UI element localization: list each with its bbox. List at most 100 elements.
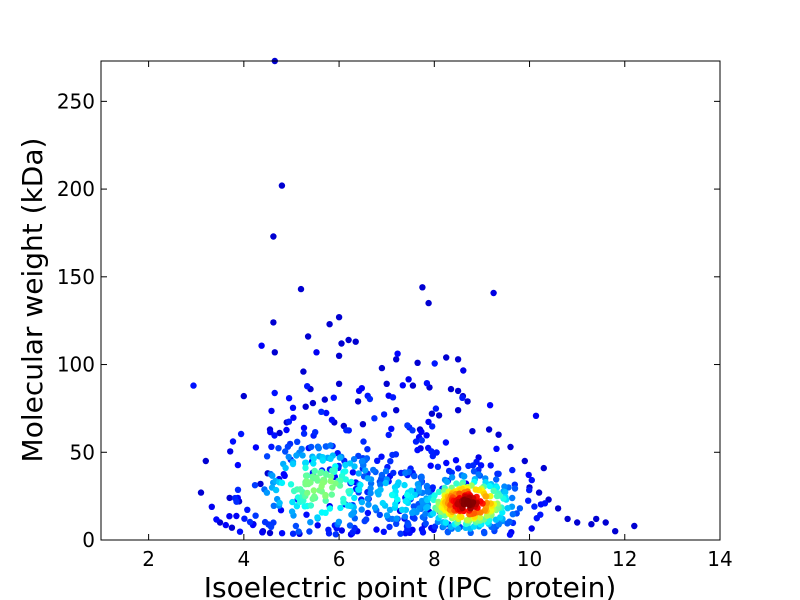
data-point <box>422 520 429 527</box>
data-point <box>270 233 277 240</box>
data-point <box>337 504 344 512</box>
data-point <box>459 394 466 401</box>
data-point <box>443 478 451 485</box>
data-point <box>472 486 479 493</box>
data-point <box>389 451 396 459</box>
data-point <box>383 380 390 387</box>
data-point <box>497 514 504 521</box>
data-point <box>240 392 247 400</box>
data-point <box>342 461 349 469</box>
data-point <box>411 472 418 480</box>
data-point <box>486 482 493 490</box>
data-point <box>408 487 415 494</box>
data-point <box>486 402 494 409</box>
data-point <box>354 398 362 405</box>
data-point <box>335 314 343 321</box>
data-point <box>401 513 409 520</box>
data-point <box>427 462 434 469</box>
data-point <box>379 499 386 507</box>
data-point <box>295 528 302 535</box>
data-point <box>409 427 416 434</box>
data-point <box>228 524 236 531</box>
data-point <box>554 505 562 512</box>
data-point <box>378 364 386 372</box>
data-point <box>327 477 334 485</box>
x-axis-title: Isoelectric point (IPC_protein) <box>204 571 617 600</box>
data-point <box>335 518 343 525</box>
data-point <box>234 461 242 469</box>
data-point <box>344 502 352 509</box>
data-point <box>431 360 438 367</box>
data-point <box>376 511 383 519</box>
data-point <box>390 469 397 477</box>
data-point <box>431 523 439 530</box>
data-point <box>311 493 318 500</box>
data-point <box>487 462 494 469</box>
data-point <box>501 483 508 490</box>
data-point <box>397 530 404 537</box>
data-point <box>425 418 432 426</box>
y-tick-label: 200 <box>57 177 95 201</box>
data-point <box>429 452 436 460</box>
y-tick-label: 100 <box>57 353 95 377</box>
data-point <box>418 428 425 435</box>
data-point <box>374 457 381 464</box>
data-point <box>490 487 497 494</box>
data-point <box>535 489 543 496</box>
data-point <box>338 527 345 534</box>
data-point <box>435 412 443 419</box>
data-point <box>423 380 431 387</box>
data-point <box>531 503 538 510</box>
data-point <box>454 387 462 395</box>
data-point <box>190 382 197 389</box>
data-point <box>364 495 372 502</box>
data-point <box>443 459 450 467</box>
data-point <box>208 503 215 510</box>
data-point <box>359 421 367 428</box>
data-point <box>380 411 388 418</box>
data-point <box>289 530 297 537</box>
data-point <box>285 453 292 461</box>
data-point <box>485 426 493 433</box>
data-point <box>448 474 456 481</box>
data-point <box>285 418 293 425</box>
data-point <box>307 502 315 509</box>
data-point <box>402 469 409 477</box>
plot-frame <box>100 60 721 541</box>
data-point <box>365 501 372 508</box>
data-point <box>351 463 358 470</box>
data-point <box>370 466 377 474</box>
data-point <box>332 480 339 487</box>
data-point <box>403 491 411 499</box>
data-point <box>319 457 326 464</box>
data-point <box>268 407 275 415</box>
data-point <box>364 509 372 517</box>
data-point <box>493 476 500 483</box>
data-point <box>300 368 307 375</box>
data-point <box>271 432 278 439</box>
data-point <box>502 489 509 496</box>
data-point <box>460 367 467 374</box>
data-point <box>283 426 290 434</box>
x-tick-label: 4 <box>237 547 250 571</box>
data-point <box>540 464 547 472</box>
x-tick-label: 10 <box>517 547 542 571</box>
data-point <box>315 445 322 452</box>
x-tick-label: 2 <box>142 547 155 571</box>
data-point <box>447 385 455 393</box>
data-point <box>509 466 516 474</box>
data-point <box>612 528 619 535</box>
data-point <box>227 448 234 455</box>
data-point <box>307 519 314 526</box>
data-point <box>411 515 418 522</box>
data-point <box>349 510 357 517</box>
data-point <box>507 443 514 451</box>
data-point <box>202 457 209 465</box>
data-point <box>322 509 329 516</box>
data-point <box>276 499 283 507</box>
data-point <box>414 446 421 454</box>
data-point <box>506 531 514 538</box>
data-point <box>423 482 431 490</box>
data-point <box>532 412 540 419</box>
